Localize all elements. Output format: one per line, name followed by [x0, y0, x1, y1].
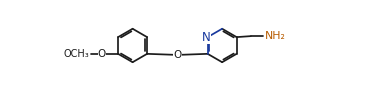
Text: OCH₃: OCH₃: [63, 49, 89, 59]
Text: O: O: [98, 49, 106, 59]
Text: N: N: [202, 31, 211, 44]
Text: NH₂: NH₂: [265, 31, 286, 41]
Text: O: O: [173, 50, 182, 60]
